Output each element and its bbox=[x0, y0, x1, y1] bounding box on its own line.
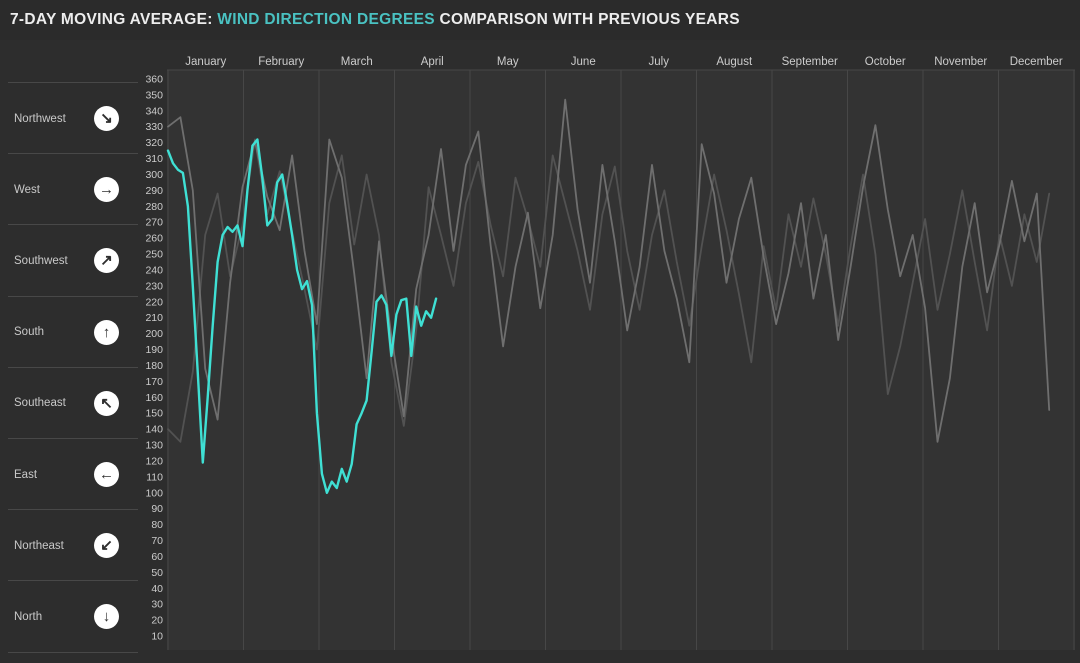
y-tick-label: 160 bbox=[145, 392, 163, 404]
y-tick-label: 330 bbox=[145, 121, 163, 133]
direction-label: South bbox=[14, 326, 45, 339]
y-tick-label: 210 bbox=[145, 312, 163, 324]
y-tick-label: 30 bbox=[151, 599, 163, 611]
header-bar: 7-DAY MOVING AVERAGE: WIND DIRECTION DEG… bbox=[0, 0, 1080, 40]
series-line-current-year bbox=[166, 138, 438, 494]
arrow-up-right-icon: ↗ bbox=[94, 248, 119, 274]
month-label: February bbox=[258, 56, 304, 68]
chart-area: January February March April May June July Augu… bbox=[0, 40, 1080, 663]
month-label: October bbox=[865, 56, 906, 68]
direction-label: West bbox=[14, 183, 40, 196]
y-tick-label: 290 bbox=[145, 185, 163, 197]
month-label: May bbox=[497, 56, 519, 68]
title-highlight: WIND DIRECTION DEGREES bbox=[217, 11, 435, 28]
arrow-up-left-icon: ↖ bbox=[94, 390, 119, 416]
y-tick-label: 90 bbox=[151, 503, 163, 515]
y-tick-label: 80 bbox=[151, 519, 163, 531]
y-tick-label: 190 bbox=[145, 344, 163, 356]
arrow-down-right-icon: ↘ bbox=[94, 106, 119, 131]
y-tick-label: 310 bbox=[145, 153, 163, 165]
series-line-previous-year-1 bbox=[167, 98, 1051, 443]
y-tick-label: 40 bbox=[151, 583, 163, 595]
y-tick-label: 170 bbox=[145, 376, 163, 388]
y-tick-label: 150 bbox=[145, 408, 163, 420]
y-tick-label: 180 bbox=[145, 360, 163, 372]
month-label: September bbox=[782, 56, 838, 68]
y-tick-label: 10 bbox=[151, 631, 163, 643]
y-tick-label: 70 bbox=[151, 535, 163, 547]
y-tick-label: 300 bbox=[145, 169, 163, 181]
direction-label: Northeast bbox=[14, 539, 64, 552]
y-tick-label: 250 bbox=[145, 249, 163, 261]
y-tick-label: 100 bbox=[145, 487, 163, 499]
y-tick-label: 340 bbox=[145, 105, 163, 117]
y-tick-label: 60 bbox=[151, 551, 163, 563]
month-label: December bbox=[1010, 56, 1063, 68]
arrow-right-icon: → bbox=[94, 177, 119, 203]
sidebar-item-northeast[interactable]: Northeast ↙ bbox=[8, 509, 138, 581]
series-line-previous-year-2 bbox=[167, 138, 1051, 443]
direction-label: North bbox=[14, 610, 43, 623]
sidebar-item-southeast[interactable]: Southeast ↖ bbox=[8, 366, 138, 439]
y-tick-label: 140 bbox=[145, 424, 163, 436]
y-tick-label: 230 bbox=[145, 280, 163, 292]
month-label: April bbox=[421, 56, 444, 68]
month-label: March bbox=[341, 56, 373, 68]
month-label: August bbox=[716, 56, 753, 68]
sidebar-item-north[interactable]: North ↓ bbox=[8, 580, 138, 652]
direction-label: Southwest bbox=[14, 254, 68, 267]
direction-label: East bbox=[14, 468, 38, 481]
y-tick-label: 280 bbox=[145, 201, 163, 213]
y-tick-label: 220 bbox=[145, 296, 163, 308]
sidebar-item-west[interactable]: West → bbox=[8, 153, 138, 225]
sidebar-item-northwest[interactable]: Northwest ↘ bbox=[8, 82, 138, 154]
title-suffix: COMPARISON WITH PREVIOUS YEARS bbox=[434, 11, 740, 28]
sidebar-item-southwest[interactable]: Southwest ↗ bbox=[8, 224, 138, 296]
arrow-down-left-icon: ↙ bbox=[94, 533, 119, 559]
y-tick-label: 130 bbox=[145, 440, 163, 452]
y-tick-label: 110 bbox=[146, 471, 163, 483]
y-tick-label: 120 bbox=[145, 455, 163, 467]
arrow-down-icon: ↓ bbox=[94, 604, 119, 630]
divider bbox=[8, 651, 138, 653]
direction-label: Northwest bbox=[14, 112, 66, 125]
y-tick-label: 20 bbox=[151, 615, 163, 627]
y-tick-label: 320 bbox=[145, 137, 163, 149]
y-tick-label: 350 bbox=[145, 89, 163, 101]
sidebar-item-south[interactable]: South ↑ bbox=[8, 295, 138, 368]
y-tick-label: 270 bbox=[145, 217, 163, 229]
y-tick-label: 240 bbox=[145, 264, 163, 276]
sidebar-item-east[interactable]: East ← bbox=[8, 438, 138, 510]
wind-direction-chart-canvas[interactable]: January February March April May June July Augu… bbox=[0, 40, 1080, 663]
direction-label: Southeast bbox=[14, 397, 66, 410]
y-tick-label: 50 bbox=[151, 567, 163, 579]
wind-direction-filter-list: Northwest ↘ West → Southwest ↗ South ↑ Southeast… bbox=[0, 40, 148, 663]
title-prefix: 7-DAY MOVING AVERAGE: bbox=[10, 11, 218, 28]
page-title: 7-DAY MOVING AVERAGE: WIND DIRECTION DEG… bbox=[10, 11, 740, 29]
month-label: January bbox=[185, 56, 226, 68]
y-tick-label: 360 bbox=[145, 74, 163, 86]
y-tick-label: 260 bbox=[145, 233, 163, 245]
month-label: June bbox=[571, 56, 596, 68]
arrow-up-icon: ↑ bbox=[94, 319, 119, 345]
arrow-left-icon: ← bbox=[94, 462, 119, 487]
y-tick-label: 200 bbox=[145, 328, 163, 340]
month-label: July bbox=[649, 56, 670, 68]
month-label: November bbox=[934, 56, 987, 68]
